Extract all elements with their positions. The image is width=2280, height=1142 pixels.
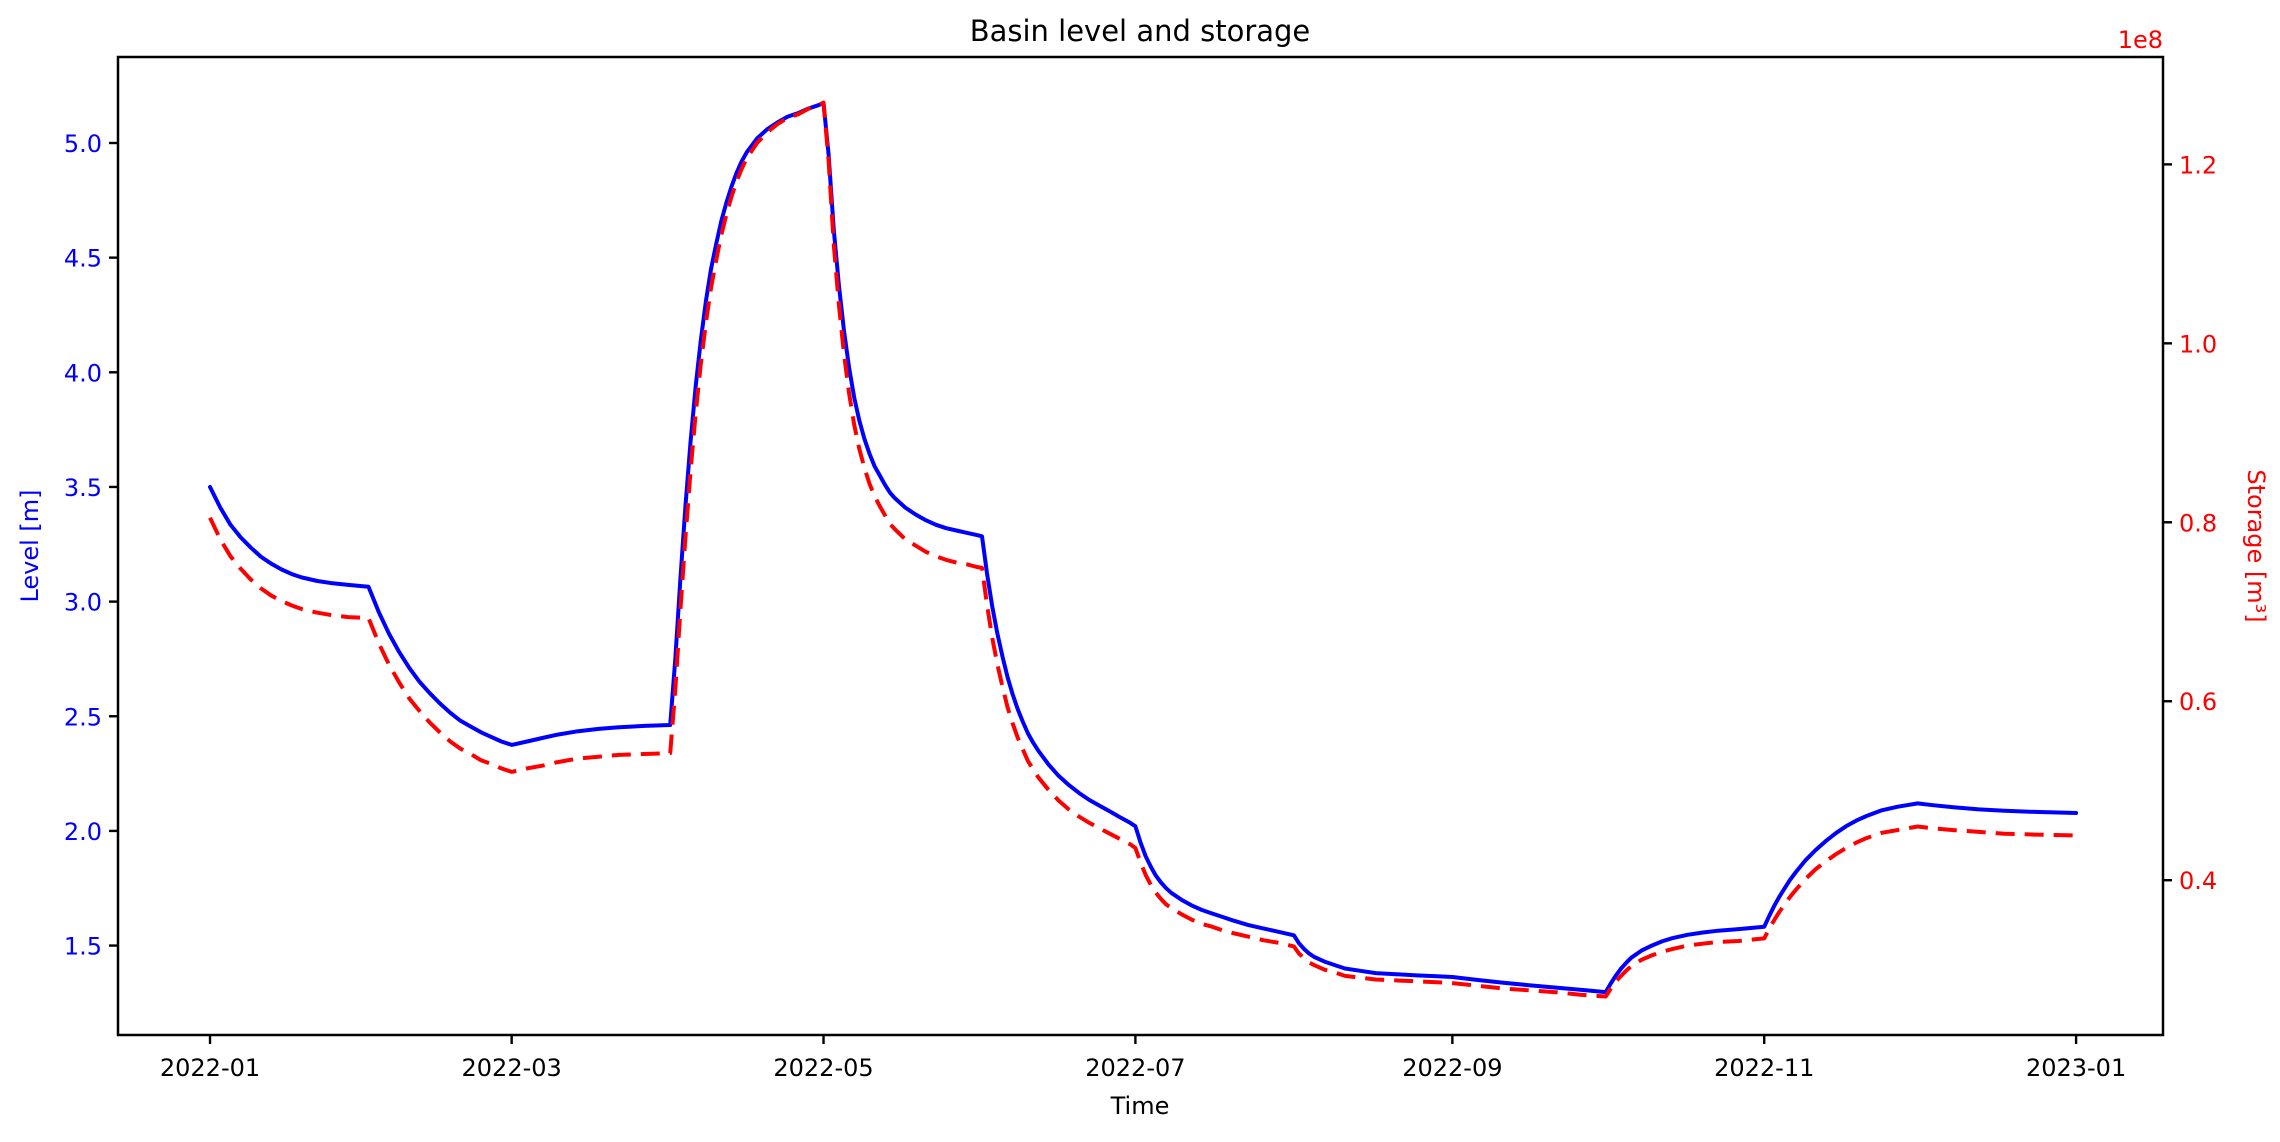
left-axis-ticks: 1.5 2.0 2.5 3.0 3.5 4.0 4.5 5.0 — [64, 130, 118, 961]
x-tick-label: 2022-05 — [773, 1054, 873, 1082]
right-axis-offset-label: 1e8 — [2118, 26, 2163, 54]
left-tick-label: 2.0 — [64, 818, 102, 846]
x-axis-ticks: 2022-01 2022-03 2022-05 2022-07 2022-09 2022-… — [160, 1035, 2126, 1082]
right-tick-label: 0.8 — [2179, 509, 2217, 537]
right-tick-label: 0.4 — [2179, 867, 2217, 895]
left-tick-label: 3.5 — [64, 474, 102, 502]
x-tick-label: 2022-09 — [1402, 1054, 1502, 1082]
level-line — [208, 100, 2079, 995]
right-tick-label: 1.2 — [2179, 151, 2217, 179]
left-tick-label: 5.0 — [64, 130, 102, 158]
left-tick-label: 2.5 — [64, 703, 102, 731]
x-tick-label: 2022-11 — [1714, 1054, 1814, 1082]
x-tick-label: 2022-07 — [1085, 1054, 1185, 1082]
x-tick-label: 2022-03 — [462, 1054, 562, 1082]
x-tick-label: 2022-01 — [160, 1054, 260, 1082]
right-tick-label: 1.0 — [2179, 330, 2217, 358]
storage-line — [208, 100, 2077, 999]
left-tick-label: 4.0 — [64, 359, 102, 387]
x-axis-label: Time — [1110, 1092, 1170, 1120]
plot-border — [116, 55, 2165, 1037]
x-tick-label: 2023-01 — [2026, 1054, 2126, 1082]
chart-title: Basin level and storage — [970, 14, 1311, 48]
left-tick-label: 1.5 — [64, 933, 102, 961]
right-axis-ticks: 0.4 0.6 0.8 1.0 1.2 — [2163, 151, 2217, 895]
right-axis-label: Storage [m³] — [2242, 469, 2270, 622]
left-tick-label: 4.5 — [64, 245, 102, 273]
left-axis-label: Level [m] — [16, 489, 44, 602]
right-tick-label: 0.6 — [2179, 688, 2217, 716]
left-tick-label: 3.0 — [64, 589, 102, 617]
